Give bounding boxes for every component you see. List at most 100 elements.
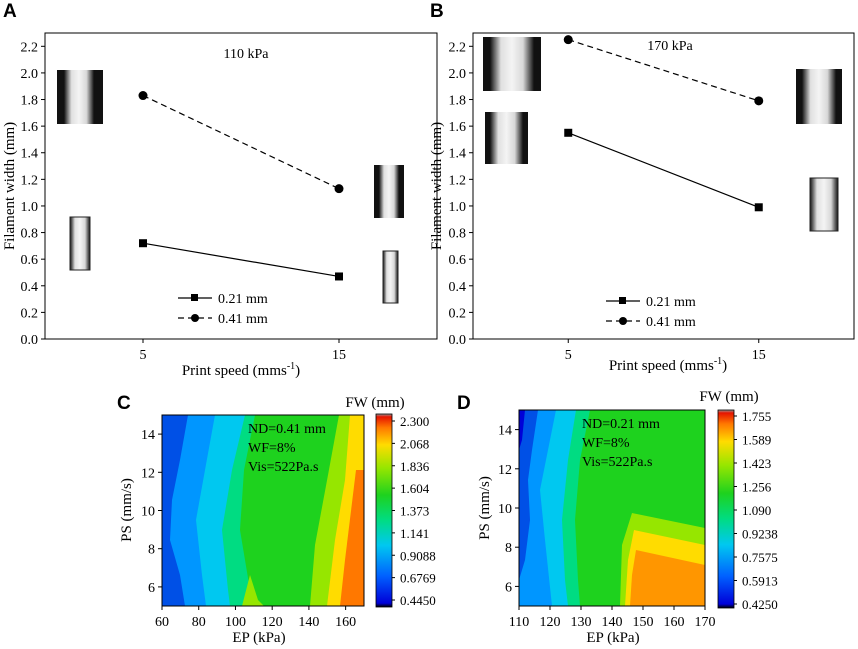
y-tick-label-c: 12 — [141, 466, 155, 481]
y-axis-title-a: Filament width (mm) — [2, 122, 18, 250]
y-tick-label-b: 1.6 — [449, 120, 467, 135]
y-tick-label-b: 1.8 — [449, 94, 467, 109]
colorbar-tick-label-c: 2.068 — [400, 436, 429, 451]
x-tick-label-d: 170 — [695, 615, 716, 630]
y-tick-label-c: 14 — [141, 428, 155, 443]
y-tick-label-a: 0.4 — [21, 280, 39, 295]
contour-region-blue-d — [519, 410, 538, 580]
colorbar-tick-label-d: 1.423 — [742, 456, 771, 471]
x-axis-title-b: Print speed (mms-1) — [609, 356, 727, 374]
data-point-square-b — [754, 203, 763, 212]
colorbar-d — [717, 409, 735, 609]
filament-image-b1 — [483, 37, 541, 91]
legend-marker-b-021 — [619, 297, 626, 304]
x-tick-label-d: 120 — [540, 615, 561, 630]
x-tick-label-c: 140 — [298, 615, 319, 630]
filament-image-b2 — [796, 69, 842, 124]
x-axis-c: 60 80 100 120 140 160 — [155, 606, 356, 630]
series-group-a — [138, 91, 344, 281]
legend-label-b-041: 0.41 mm — [646, 315, 696, 330]
y-tick-label-d: 14 — [498, 424, 512, 439]
x-tick-label-c: 120 — [262, 615, 283, 630]
y-tick-label-b: 0.8 — [449, 227, 467, 242]
annotation-c-vis: Vis=522Pa.s — [248, 460, 318, 475]
contour-region-orange-c — [340, 470, 364, 606]
colorbar-tick-label-c: 2.300 — [400, 414, 429, 429]
y-tick-label-d: 6 — [505, 580, 512, 595]
colorbar-tick-label-c: 0.6769 — [400, 571, 436, 586]
y-tick-label-a: 1.6 — [21, 120, 39, 135]
x-tick-label-b: 15 — [752, 348, 766, 363]
legend-b: 0.21 mm 0.41 mm — [606, 295, 696, 330]
annotation-d-nd: ND=0.21 mm — [582, 417, 660, 432]
annotation-c-nd: ND=0.41 mm — [248, 422, 326, 437]
y-tick-label-a: 0.2 — [21, 306, 39, 321]
y-tick-label-b: 0.6 — [449, 253, 467, 268]
data-point-circle-a — [138, 91, 148, 101]
legend-label-b-021: 0.21 mm — [646, 295, 696, 310]
y-tick-label-a: 2.0 — [21, 67, 39, 82]
y-tick-label-b: 1.2 — [449, 173, 467, 188]
filament-image-b3 — [485, 112, 528, 164]
contour-map-c: ND=0.41 mm WF=8% Vis=522Pa.s 6 8 10 12 14 60… — [119, 395, 436, 646]
contour-region-orange-d — [630, 550, 705, 606]
y-tick-label-b: 1.4 — [449, 147, 467, 162]
filament-image-a3 — [69, 216, 91, 271]
annotation-d-wf: WF=8% — [582, 436, 630, 451]
x-axis-title-c: EP (kPa) — [232, 630, 285, 646]
y-tick-label-b: 2.2 — [449, 40, 467, 55]
y-axis-d: 6 8 10 12 14 — [498, 424, 519, 595]
x-tick-label-d: 110 — [509, 615, 529, 630]
panel-letter-d: D — [457, 393, 471, 414]
y-tick-label-a: 0.0 — [21, 333, 39, 348]
panel-letter-c: C — [117, 393, 131, 414]
series-line-b-1 — [568, 39, 759, 102]
filament-image-b4 — [809, 177, 839, 232]
data-point-square-a — [139, 239, 147, 248]
annotation-c: ND=0.41 mm WF=8% Vis=522Pa.s — [248, 422, 326, 475]
colorbar-tick-label-d: 1.090 — [742, 503, 771, 518]
x-tick-label-a: 5 — [140, 348, 147, 363]
y-axis-title-d: PS (mm/s) — [477, 476, 493, 540]
data-point-circle-a — [334, 184, 344, 194]
series-line-b-0 — [568, 132, 759, 208]
x-tick-label-c: 80 — [192, 615, 206, 630]
y-tick-label-a: 0.6 — [21, 253, 39, 268]
contour-region-bump-c — [242, 575, 264, 606]
colorbar-tick-label-d: 0.7575 — [742, 550, 778, 565]
colorbar-tick-label-c: 1.141 — [400, 526, 429, 541]
legend-label-a-041: 0.41 mm — [218, 312, 268, 327]
data-point-circle-b — [754, 96, 764, 106]
contour-region-darkblue-d — [519, 410, 525, 450]
colorbar-tick-label-c: 1.373 — [400, 504, 429, 519]
legend-marker-b-041 — [619, 317, 627, 325]
y-tick-label-a: 1.0 — [21, 200, 39, 215]
x-axis-d: 110 120 130 140 150 160 170 — [509, 606, 716, 630]
y-tick-label-a: 0.8 — [21, 227, 39, 242]
panel-letter-a: A — [3, 1, 17, 22]
x-tick-label-c: 100 — [225, 615, 246, 630]
y-tick-label-d: 12 — [498, 463, 512, 478]
x-tick-label-d: 150 — [633, 615, 654, 630]
y-axis-c: 6 8 10 12 14 — [141, 428, 162, 596]
y-tick-label-b: 2.0 — [449, 67, 467, 82]
x-tick-label-d: 160 — [664, 615, 685, 630]
filament-image-a2 — [374, 165, 404, 218]
y-axis-title-b: Filament width (mm) — [429, 122, 445, 250]
x-tick-label-a: 15 — [332, 348, 346, 363]
x-tick-label-d: 130 — [571, 615, 592, 630]
y-axis-b: 0.0 0.2 0.4 0.6 0.8 1.0 1.2 1.4 1.6 1.8 2.0 2.2 — [449, 40, 473, 348]
colorbar-tick-label-c: 1.604 — [400, 481, 430, 496]
colorbar-tick-label-c: 1.836 — [400, 459, 430, 474]
y-axis-a: 0.0 0.2 0.4 0.6 0.8 1.0 1.2 1.4 1.6 1.8 2.0 2.2 — [21, 40, 45, 348]
colorbar-tick-label-d: 1.755 — [742, 409, 771, 424]
plot-frame-a — [44, 32, 438, 340]
series-line-a-0 — [142, 242, 340, 278]
pressure-label-a: 110 kPa — [224, 47, 270, 62]
y-tick-label-b: 0.4 — [449, 280, 467, 295]
y-tick-label-b: 0.0 — [449, 333, 467, 348]
colorbar-c — [375, 413, 393, 608]
y-axis-title-c: PS (mm/s) — [119, 478, 135, 542]
y-tick-label-a: 1.2 — [21, 173, 39, 188]
line-chart-b: 0.0 0.2 0.4 0.6 0.8 1.0 1.2 1.4 1.6 1.8 2.0 2.2 5 15… — [429, 32, 855, 374]
